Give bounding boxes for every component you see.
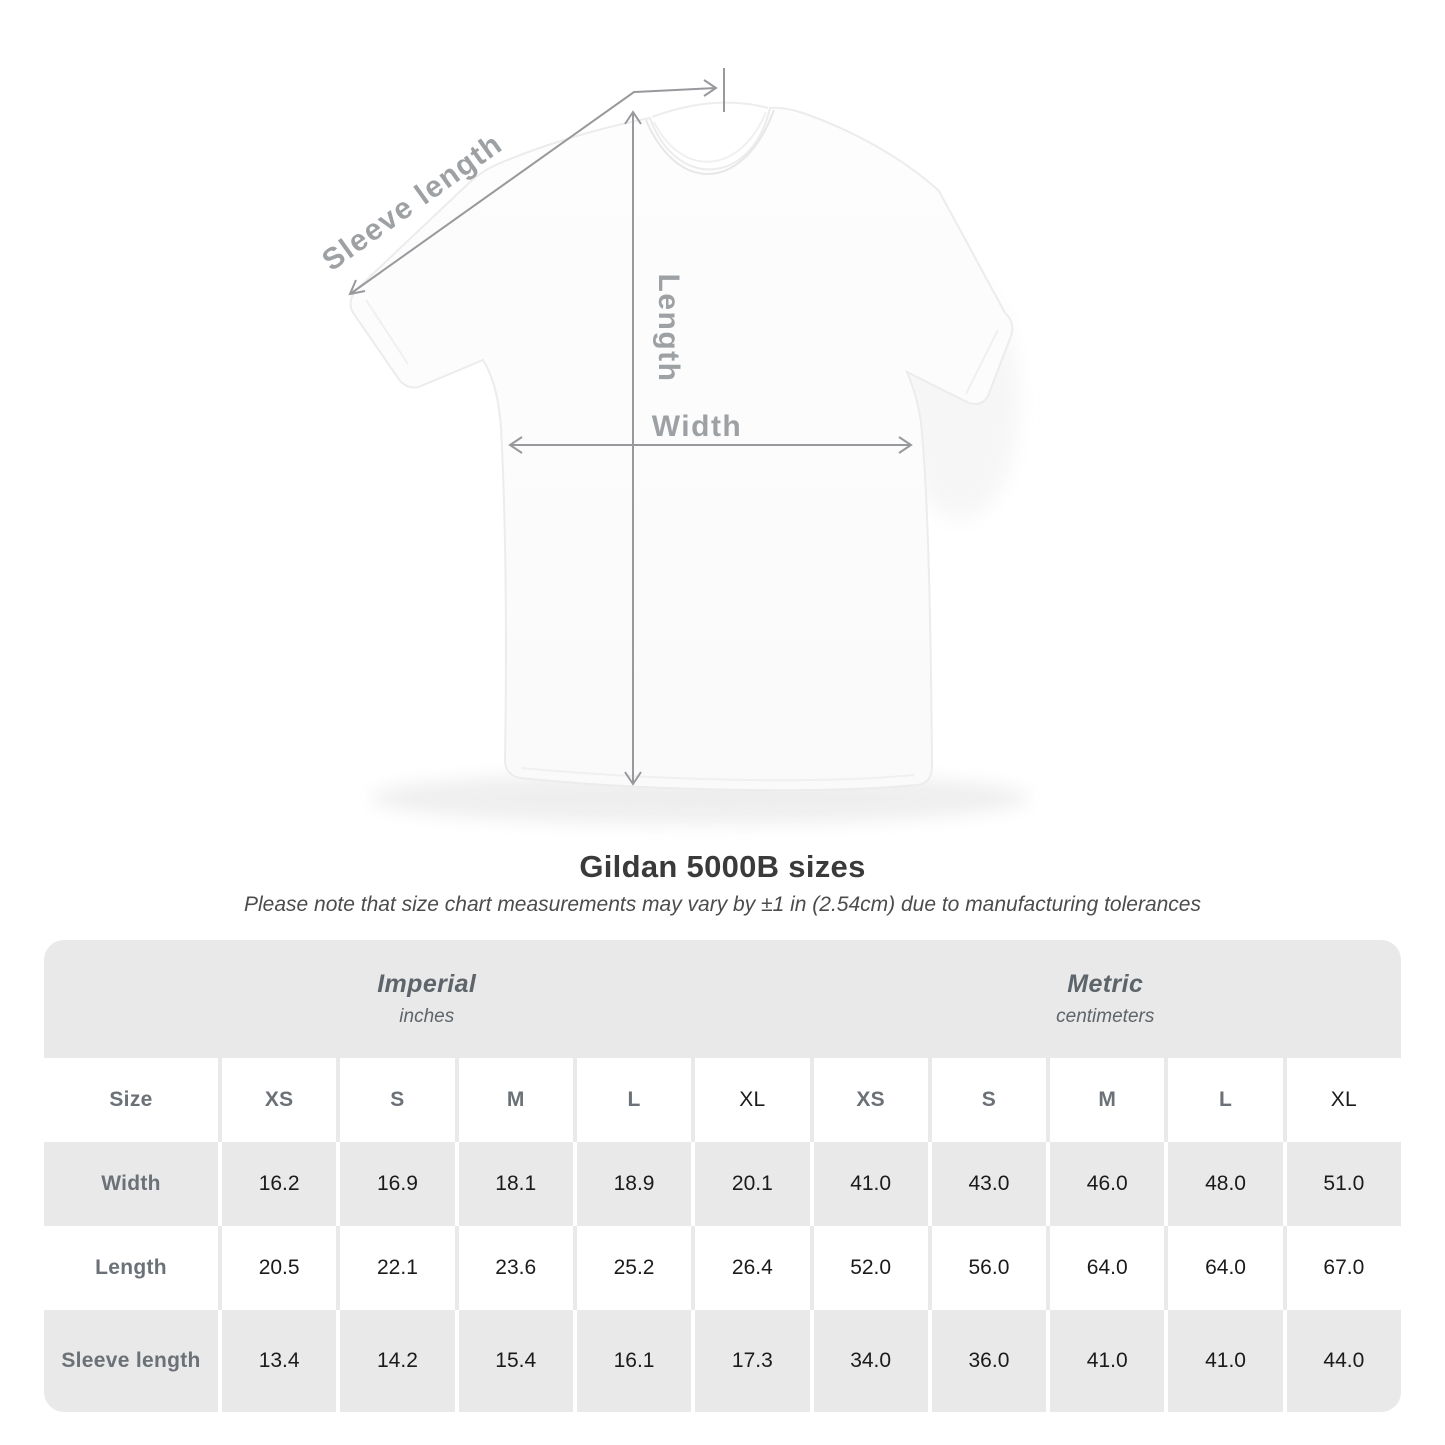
header-cell-imperial-xl: XL [691, 1058, 809, 1142]
value-cell: 51.0 [1282, 1142, 1401, 1226]
header-cell-imperial-m: M [454, 1058, 573, 1142]
size-table: Imperial inches Metric centimeters Size … [44, 940, 1401, 1412]
tshirt-body [349, 106, 1014, 792]
value-cell: 20.1 [691, 1142, 809, 1226]
value-cell: 64.0 [1046, 1226, 1164, 1310]
header-cell-metric-s: S [927, 1058, 1046, 1142]
value-cell: 16.1 [572, 1310, 691, 1412]
table-row-sleeve-length: Sleeve length 13.4 14.2 15.4 16.1 17.3 3… [44, 1310, 1401, 1412]
value-cell: 41.0 [1164, 1310, 1282, 1412]
imperial-unit: inches [399, 1006, 455, 1027]
value-cell: 26.4 [691, 1226, 809, 1310]
length-arrow [624, 110, 642, 786]
value-cell: 13.4 [218, 1310, 336, 1412]
unit-group-row: Imperial inches Metric centimeters [44, 940, 1401, 1058]
tshirt-collar [645, 101, 775, 175]
header-cell-imperial-xs: XS [218, 1058, 336, 1142]
value-cell: 16.2 [218, 1142, 336, 1226]
sleeve-length-arrow [348, 68, 725, 296]
value-cell: 48.0 [1164, 1142, 1282, 1226]
tshirt-illustration: Sleeve length Length Width [316, 68, 1030, 824]
heading: Gildan 5000B sizes Please note that size… [0, 848, 1445, 917]
imperial-label: Imperial [377, 970, 477, 998]
header-cell-metric-m: M [1046, 1058, 1164, 1142]
header-cell-size: Size [109, 1088, 153, 1111]
value-cell: 25.2 [572, 1226, 691, 1310]
header-cell-metric-xl: XL [1282, 1058, 1401, 1142]
metric-unit: centimeters [1056, 1006, 1155, 1027]
value-cell: 23.6 [454, 1226, 573, 1310]
tshirt-measurement-diagram: Sleeve length Length Width [316, 68, 1030, 824]
value-cell: 18.1 [454, 1142, 573, 1226]
metric-group-header: Metric centimeters [810, 940, 1402, 1058]
value-cell: 41.0 [809, 1142, 928, 1226]
value-cell: 34.0 [809, 1310, 928, 1412]
value-cell: 20.5 [218, 1226, 336, 1310]
value-cell: 36.0 [927, 1310, 1046, 1412]
value-cell: 52.0 [809, 1226, 928, 1310]
value-cell: 18.9 [572, 1142, 691, 1226]
value-cell: 22.1 [336, 1226, 454, 1310]
value-cell: 67.0 [1282, 1226, 1401, 1310]
table-row-length: Length 20.5 22.1 23.6 25.2 26.4 52.0 56.… [44, 1226, 1401, 1310]
value-cell: 44.0 [1282, 1310, 1401, 1412]
size-chart-page: Sleeve length Length Width Gildan 5000B … [0, 68, 1445, 1412]
row-label: Sleeve length [61, 1349, 201, 1372]
value-cell: 17.3 [691, 1310, 809, 1412]
value-cell: 46.0 [1046, 1142, 1164, 1226]
value-cell: 41.0 [1046, 1310, 1164, 1412]
page-title: Gildan 5000B sizes [579, 849, 866, 884]
value-cell: 64.0 [1164, 1226, 1282, 1310]
value-cell: 15.4 [454, 1310, 573, 1412]
header-cell-imperial-s: S [336, 1058, 454, 1142]
header-cell-imperial-l: L [572, 1058, 691, 1142]
width-arrow [508, 436, 913, 454]
value-cell: 16.9 [336, 1142, 454, 1226]
length-label: Length [652, 274, 685, 383]
row-label: Width [101, 1172, 161, 1195]
value-cell: 14.2 [336, 1310, 454, 1412]
imperial-group-header: Imperial inches [44, 940, 810, 1058]
tshirt-seams [365, 299, 999, 782]
value-cell: 43.0 [927, 1142, 1046, 1226]
size-header-row: Size XS S M L XL XS S M L XL [44, 1058, 1401, 1142]
metric-label: Metric [1067, 970, 1144, 998]
value-cell: 56.0 [927, 1226, 1046, 1310]
measurement-arrows [348, 68, 913, 786]
header-cell-metric-xs: XS [809, 1058, 928, 1142]
tolerance-note: Please note that size chart measurements… [244, 893, 1201, 916]
row-label: Length [95, 1256, 167, 1279]
header-cell-metric-l: L [1164, 1058, 1282, 1142]
table-row-width: Width 16.2 16.9 18.1 18.9 20.1 41.0 43.0… [44, 1142, 1401, 1226]
width-label: Width [652, 410, 743, 443]
